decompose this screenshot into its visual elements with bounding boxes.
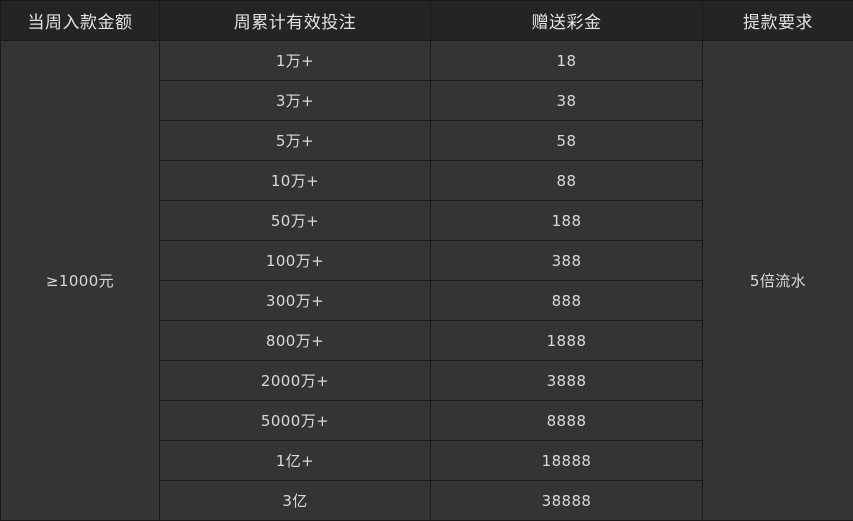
bonus-cell: 1888 xyxy=(430,320,703,361)
bonus-cell: 188 xyxy=(430,200,703,241)
table-row: 3万+ 38 xyxy=(1,80,853,121)
table-header: 当周入款金额 周累计有效投注 赠送彩金 提款要求 xyxy=(0,0,853,41)
wager-cell: 50万+ xyxy=(159,200,431,241)
wager-cell: 5万+ xyxy=(159,120,431,161)
wager-cell: 100万+ xyxy=(159,240,431,281)
bonus-cell: 8888 xyxy=(430,400,703,441)
bonus-cell: 18 xyxy=(430,40,703,81)
table-row: 2000万+ 3888 xyxy=(1,360,853,401)
wager-cell: 1万+ xyxy=(159,40,431,81)
wager-cell: 3亿 xyxy=(159,480,431,521)
bonus-cell: 58 xyxy=(430,120,703,161)
column-header-withdraw: 提款要求 xyxy=(702,0,853,41)
bonus-cell: 3888 xyxy=(430,360,703,401)
deposit-amount-cell: ≥1000元 xyxy=(0,40,160,521)
wager-cell: 1亿+ xyxy=(159,440,431,481)
wager-cell: 10万+ xyxy=(159,160,431,201)
bonus-cell: 888 xyxy=(430,280,703,321)
bonus-cell: 18888 xyxy=(430,440,703,481)
bonus-cell: 88 xyxy=(430,160,703,201)
table-header-row: 当周入款金额 周累计有效投注 赠送彩金 提款要求 xyxy=(0,0,853,41)
table-row: 5万+ 58 xyxy=(1,120,853,161)
bonus-cell: 38 xyxy=(430,80,703,121)
table-row: 3亿 38888 xyxy=(1,480,853,521)
withdraw-requirement-cell: 5倍流水 xyxy=(702,40,853,521)
table-row: 300万+ 888 xyxy=(1,280,853,321)
bonus-cell: 38888 xyxy=(430,480,703,521)
table-row: ≥1000元 1万+ 18 5倍流水 xyxy=(0,40,853,521)
table-body: ≥1000元 1万+ 18 5倍流水 3万+ 38 5万+ 58 10万+ 88 50万+ 188 10… xyxy=(0,40,853,521)
table-row: 800万+ 1888 xyxy=(1,320,853,361)
table-row: 10万+ 88 xyxy=(1,160,853,201)
wager-cell: 3万+ xyxy=(159,80,431,121)
wager-cell: 300万+ xyxy=(159,280,431,321)
column-header-wager: 周累计有效投注 xyxy=(159,0,431,41)
table-row: 100万+ 388 xyxy=(1,240,853,281)
column-header-deposit: 当周入款金额 xyxy=(0,0,160,41)
bonus-cell: 388 xyxy=(430,240,703,281)
table-row: 50万+ 188 xyxy=(1,200,853,241)
wager-cell: 5000万+ xyxy=(159,400,431,441)
column-header-bonus: 赠送彩金 xyxy=(430,0,703,41)
wager-cell: 2000万+ xyxy=(159,360,431,401)
wager-cell: 800万+ xyxy=(159,320,431,361)
table-row: 1亿+ 18888 xyxy=(1,440,853,481)
